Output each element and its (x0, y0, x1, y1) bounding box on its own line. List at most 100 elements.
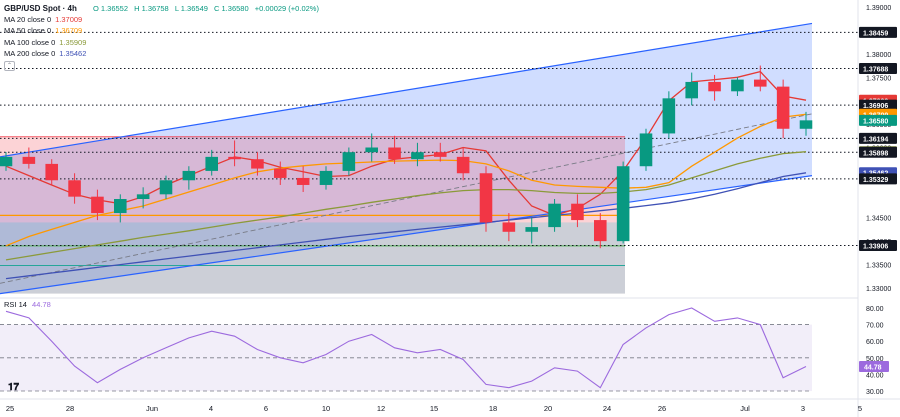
rsi-line (5, 307, 807, 389)
price-tag-bg-0 (859, 26, 897, 38)
candle-body-13 (296, 177, 310, 185)
rsi-tick-2: 60.00 (866, 339, 884, 346)
legend-ma200[interactable]: MA 200 close 0 1.35462 (4, 48, 319, 59)
price-tag-3: 1.36906 (863, 103, 888, 110)
candle-body-35 (799, 120, 813, 129)
x-tick-label-6: 12 (377, 404, 385, 413)
candle-body-9 (205, 156, 218, 171)
ma100-value: 1.35909 (59, 37, 87, 47)
y-tick-label-9: 1.33000 (866, 286, 891, 293)
time-axis-layer: 25 28 Jun 4 6 10 12 15 18 20 24 26 Jul 3 5 (0, 398, 900, 413)
candle-body-1 (22, 156, 36, 164)
candle-body-6 (136, 194, 150, 200)
candle-body-17 (388, 147, 401, 160)
price-tag-bg-6 (859, 132, 897, 144)
x-tick-label-3: 4 (209, 404, 213, 413)
level-layer (0, 31, 858, 247)
moving-average-layer (5, 70, 807, 280)
price-label-layer: 1.384591.376881.370091.369061.367091.365… (859, 26, 897, 252)
candle-body-26 (594, 220, 607, 242)
ma100-label: MA 100 close 0 (4, 37, 56, 47)
chart-title: GBP/USD Spot · 4h (4, 4, 77, 13)
ma-line-3 (5, 172, 807, 280)
rsi-layer: 80.00 70.00 60.00 50.00 40.00 30.00 44.78 (0, 297, 889, 396)
x-tick-label-12: Jul (740, 404, 750, 413)
x-tick-label-14: 5 (858, 404, 862, 413)
y-tick-label-8: 1.33500 (866, 263, 891, 270)
price-tag-bg-11 (859, 240, 897, 252)
candle-body-22 (502, 222, 516, 232)
rsi-value-tag: 44.78 (864, 364, 882, 371)
candle-body-19 (434, 152, 447, 157)
candle-body-7 (159, 180, 173, 195)
ma-line-1 (5, 113, 807, 247)
x-tick-label-4: 6 (264, 404, 268, 413)
rsi-tick-3: 50.00 (866, 356, 884, 363)
candle-body-33 (754, 79, 767, 87)
price-tag-bg-10 (859, 173, 897, 185)
candle-body-28 (639, 133, 653, 167)
candle-body-30 (685, 81, 698, 99)
legend-collapse-icon[interactable]: ⌃ (4, 61, 15, 72)
price-tag-1: 1.37688 (863, 66, 888, 73)
candle-body-14 (319, 170, 333, 185)
x-tick-label-7: 15 (430, 404, 438, 413)
candle-body-18 (411, 152, 424, 160)
channel-upper-line (0, 22, 813, 158)
price-tag-5: 1.36580 (863, 118, 888, 125)
candle-body-10 (228, 156, 241, 160)
y-tick-label-0: 1.39000 (866, 5, 891, 12)
candle-body-25 (571, 203, 584, 221)
legend-ma100[interactable]: MA 100 close 0 1.35909 (4, 37, 319, 48)
tradingview-logo-icon: 𝟏𝟕 (8, 382, 20, 393)
x-tick-label-1: 28 (66, 404, 74, 413)
ma50-label: MA 50 close 0 (4, 26, 52, 36)
rsi-tick-1: 70.00 (866, 323, 884, 330)
ma20-label: MA 20 close 0 (4, 15, 52, 25)
y-tick-label-2: 1.37500 (866, 75, 891, 82)
price-tag-bg-8 (859, 146, 897, 158)
price-tag-0: 1.38459 (863, 30, 888, 37)
channel-lower-line (0, 175, 813, 295)
price-tag-bg-3 (859, 99, 897, 111)
candle-body-2 (45, 163, 58, 181)
x-tick-label-11: 26 (658, 404, 666, 413)
rsi-value-tag-bg (859, 360, 889, 372)
candle-body-3 (68, 180, 81, 197)
legend-ma50[interactable]: MA 50 close 0 1.36709 (4, 25, 319, 36)
ma200-value: 1.35462 (59, 48, 87, 58)
candle-body-23 (525, 227, 538, 232)
ma50-value: 1.36709 (55, 26, 83, 36)
x-tick-label-2: Jun (146, 404, 158, 413)
ohlc-high: H 1.36758 (134, 4, 169, 13)
candle-layer (0, 65, 813, 249)
x-tick-label-5: 10 (322, 404, 330, 413)
ma20-value: 1.37009 (55, 15, 83, 25)
price-tag-8: 1.35898 (863, 150, 888, 157)
rsi-tick-0: 80.00 (866, 306, 884, 313)
channel-mid-dashed-line (0, 113, 813, 284)
candle-body-32 (731, 79, 744, 92)
candle-body-34 (776, 86, 790, 129)
candle-body-16 (365, 147, 378, 153)
rsi-legend: RSI 14 44.78 (4, 300, 51, 309)
indicator-legend: GBP/USD Spot · 4h O 1.36552 H 1.36758 L … (4, 3, 319, 72)
legend-ma20[interactable]: MA 20 close 0 1.37009 (4, 14, 319, 25)
x-tick-label-13: 3 (801, 404, 805, 413)
ohlc-close: C 1.36580 (214, 4, 249, 13)
candle-body-11 (251, 159, 264, 169)
rsi-tick-5: 30.00 (866, 389, 884, 396)
x-tick-label-0: 25 (6, 404, 14, 413)
candle-body-21 (479, 173, 493, 223)
candle-body-27 (616, 166, 630, 242)
ohlc-low: L 1.36549 (174, 4, 208, 13)
price-tag-bg-5 (859, 114, 897, 126)
rsi-value: 44.78 (32, 300, 51, 309)
price-tag-10: 1.35329 (863, 177, 888, 184)
candle-body-8 (182, 170, 196, 181)
candle-body-5 (114, 199, 127, 214)
